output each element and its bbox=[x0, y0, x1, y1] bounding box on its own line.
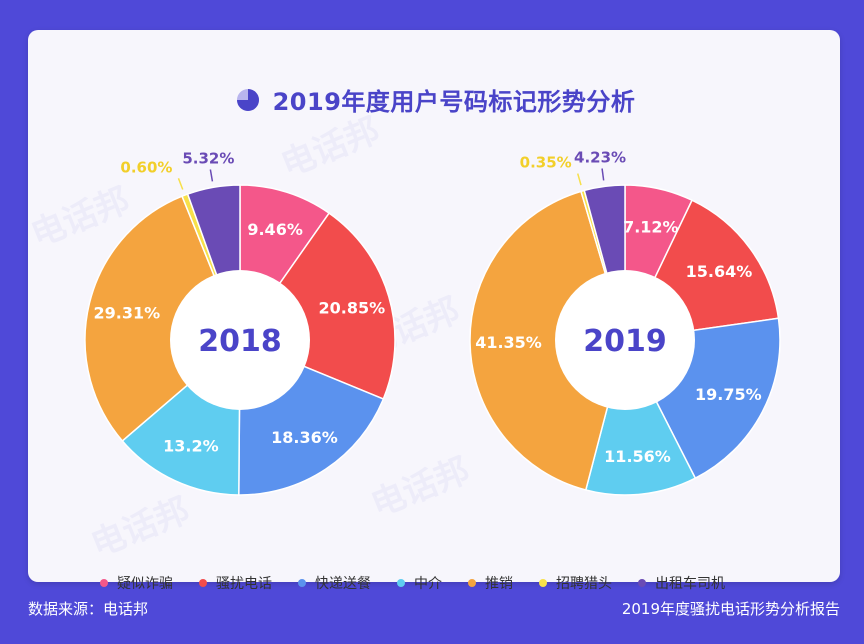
donut-hole bbox=[555, 270, 695, 410]
legend-item: 推销 bbox=[468, 573, 513, 593]
slice-label: 5.32% bbox=[182, 150, 234, 168]
legend-label: 出租车司机 bbox=[655, 576, 725, 592]
donut-chart-2019: 2019 7.12% 15.64% 19.75% 11.56% 41.35% 0.35% 4.… bbox=[469, 149, 781, 496]
legend-swatch bbox=[468, 579, 476, 587]
legend-label: 招聘猎头 bbox=[556, 576, 612, 592]
pie-chart-icon bbox=[236, 88, 259, 111]
donut-chart-2018: 2018 9.46% 20.85% 18.36% 13.2% 29.31% 0.60% 5.3… bbox=[84, 150, 396, 496]
slice-label: 19.75% bbox=[695, 385, 762, 404]
center-year-label: 2019 bbox=[583, 324, 667, 359]
slice-label: 7.12% bbox=[623, 217, 679, 236]
slice-label: 29.31% bbox=[94, 303, 161, 322]
slice-label: 0.35% bbox=[520, 154, 572, 172]
slice-label: 20.85% bbox=[319, 298, 386, 317]
legend-label: 中介 bbox=[414, 576, 442, 592]
slice-中介 bbox=[584, 337, 697, 496]
leader-line bbox=[177, 178, 184, 190]
slice-label: 15.64% bbox=[686, 262, 753, 281]
legend-item: 出租车司机 bbox=[638, 573, 725, 593]
legend-label: 推销 bbox=[485, 576, 513, 592]
slice-label: 18.36% bbox=[271, 428, 338, 447]
legend: 疑似诈骗 骚扰电话 快递送餐 中介 推销 招聘猎头 出租车司机 bbox=[100, 573, 751, 593]
donut-hole bbox=[170, 270, 310, 410]
slice-label: 9.46% bbox=[247, 220, 303, 239]
legend-item: 骚扰电话 bbox=[199, 573, 272, 593]
slice-label: 13.2% bbox=[163, 437, 219, 456]
legend-label: 骚扰电话 bbox=[216, 576, 272, 592]
legend-swatch bbox=[638, 579, 646, 587]
slice-label: 41.35% bbox=[475, 333, 542, 352]
leader-line bbox=[577, 173, 582, 186]
leader-line bbox=[209, 169, 214, 182]
data-source: 数据来源：电话邦 bbox=[28, 600, 149, 618]
legend-item: 中介 bbox=[397, 573, 442, 593]
report-name: 2019年度骚扰电话形势分析报告 bbox=[621, 600, 840, 618]
chart-title: 2019年度用户号码标记形势分析 bbox=[272, 88, 636, 116]
center-year-label: 2018 bbox=[198, 324, 282, 359]
legend-item: 招聘猎头 bbox=[539, 573, 612, 593]
legend-swatch bbox=[100, 579, 108, 587]
legend-swatch bbox=[199, 579, 207, 587]
legend-item: 快递送餐 bbox=[298, 573, 371, 593]
slice-label: 4.23% bbox=[574, 149, 626, 167]
legend-label: 快递送餐 bbox=[315, 576, 371, 592]
slice-推销 bbox=[469, 190, 626, 491]
chart-title-row: 2019年度用户号码标记形势分析 bbox=[28, 82, 840, 117]
legend-item: 疑似诈骗 bbox=[100, 573, 173, 593]
legend-swatch bbox=[397, 579, 405, 587]
leader-line bbox=[601, 168, 605, 181]
slice-label: 11.56% bbox=[604, 447, 671, 466]
slice-label: 0.60% bbox=[120, 158, 172, 176]
legend-label: 疑似诈骗 bbox=[117, 576, 173, 592]
legend-swatch bbox=[298, 579, 306, 587]
legend-swatch bbox=[539, 579, 547, 587]
slice-推销 bbox=[84, 195, 241, 442]
